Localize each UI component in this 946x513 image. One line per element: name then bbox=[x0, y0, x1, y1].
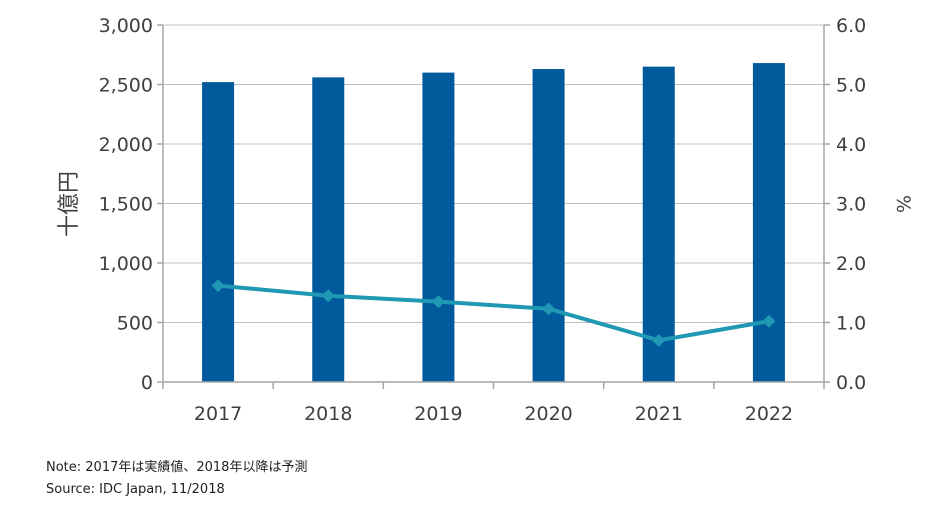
y-right-tick-label: 2.0 bbox=[836, 253, 866, 275]
note-text: Note: 2017年は実績値、2018年以降は予測 bbox=[46, 460, 308, 475]
bar bbox=[422, 72, 455, 382]
line-point bbox=[321, 289, 335, 303]
y-tick-label: 0 bbox=[141, 372, 153, 394]
axes bbox=[157, 24, 830, 389]
y-right-tick-label: 4.0 bbox=[836, 134, 866, 156]
bar bbox=[312, 77, 345, 383]
source-text: Source: IDC Japan, 11/2018 bbox=[46, 482, 225, 497]
y-axis-right-label: % bbox=[892, 195, 914, 213]
line-point bbox=[431, 295, 445, 309]
y-right-tick-label: 5.0 bbox=[836, 75, 866, 97]
bar bbox=[532, 69, 565, 382]
x-tick-label: 2019 bbox=[414, 403, 462, 425]
chart: 0 500 1,000 1,500 2,000 2,500 3,000 0.0 1.0 2.0 3… bbox=[57, 15, 914, 425]
y-right-tick-label: 6.0 bbox=[836, 15, 866, 37]
y-tick-label: 2,500 bbox=[99, 75, 153, 97]
x-tick-label: 2020 bbox=[524, 403, 572, 425]
left-axis-ticks: 0 500 1,000 1,500 2,000 2,500 3,000 bbox=[99, 15, 153, 394]
y-right-tick-label: 1.0 bbox=[836, 313, 866, 335]
x-tick-label: 2022 bbox=[745, 403, 793, 425]
chart-notes: Note: 2017年は実績値、2018年以降は予測 Source: IDC J… bbox=[46, 457, 307, 501]
right-axis-ticks: 0.0 1.0 2.0 3.0 4.0 5.0 6.0 bbox=[836, 15, 866, 394]
line-point bbox=[762, 314, 776, 328]
y-axis-label: 十億円 bbox=[57, 171, 82, 237]
bar bbox=[642, 66, 675, 383]
x-tick-label: 2021 bbox=[635, 403, 683, 425]
x-axis-ticks: 2017 2018 2019 2020 2021 2022 bbox=[194, 403, 793, 425]
x-tick-label: 2018 bbox=[304, 403, 352, 425]
y-tick-label: 1,000 bbox=[99, 253, 153, 275]
bar bbox=[202, 82, 235, 383]
line-series bbox=[211, 279, 776, 347]
y-tick-label: 2,000 bbox=[99, 134, 153, 156]
y-tick-label: 1,500 bbox=[99, 194, 153, 216]
gridlines bbox=[163, 24, 824, 323]
line-point bbox=[542, 302, 556, 316]
bar-series bbox=[202, 63, 785, 383]
line-point bbox=[652, 333, 666, 347]
y-tick-label: 3,000 bbox=[99, 15, 153, 37]
line-point bbox=[211, 279, 225, 293]
x-tick-label: 2017 bbox=[194, 403, 242, 425]
y-right-tick-label: 3.0 bbox=[836, 194, 866, 216]
y-right-tick-label: 0.0 bbox=[836, 372, 866, 394]
bar bbox=[752, 63, 785, 383]
y-tick-label: 500 bbox=[117, 313, 153, 335]
series-line bbox=[217, 283, 770, 343]
